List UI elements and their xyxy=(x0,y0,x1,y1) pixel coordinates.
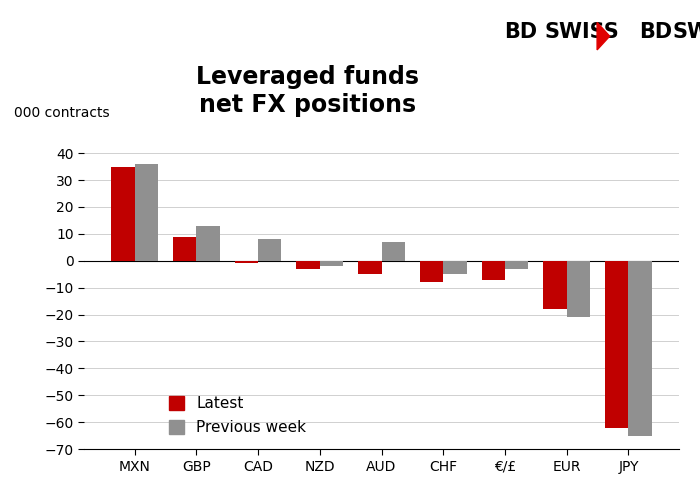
Text: SWISS: SWISS xyxy=(673,22,700,42)
Legend: Latest, Previous week: Latest, Previous week xyxy=(169,396,307,435)
Bar xyxy=(173,237,196,261)
Bar xyxy=(358,261,382,274)
Bar xyxy=(482,261,505,279)
Bar xyxy=(505,261,528,269)
Bar xyxy=(111,167,134,261)
Text: Leveraged funds
net FX positions: Leveraged funds net FX positions xyxy=(197,65,419,117)
Bar xyxy=(567,261,590,317)
Bar xyxy=(258,239,281,261)
Bar xyxy=(234,261,258,263)
Bar xyxy=(382,242,405,261)
Bar xyxy=(443,261,467,274)
Text: BD: BD xyxy=(504,22,537,42)
Bar xyxy=(605,261,629,428)
Text: SWISS: SWISS xyxy=(545,22,620,42)
Bar xyxy=(543,261,567,309)
Bar xyxy=(196,226,220,261)
Bar xyxy=(296,261,320,269)
Bar xyxy=(420,261,443,282)
Bar xyxy=(320,261,343,266)
Text: BD: BD xyxy=(639,22,672,42)
Bar xyxy=(134,164,158,261)
Text: 000 contracts: 000 contracts xyxy=(14,106,110,120)
Bar xyxy=(629,261,652,436)
